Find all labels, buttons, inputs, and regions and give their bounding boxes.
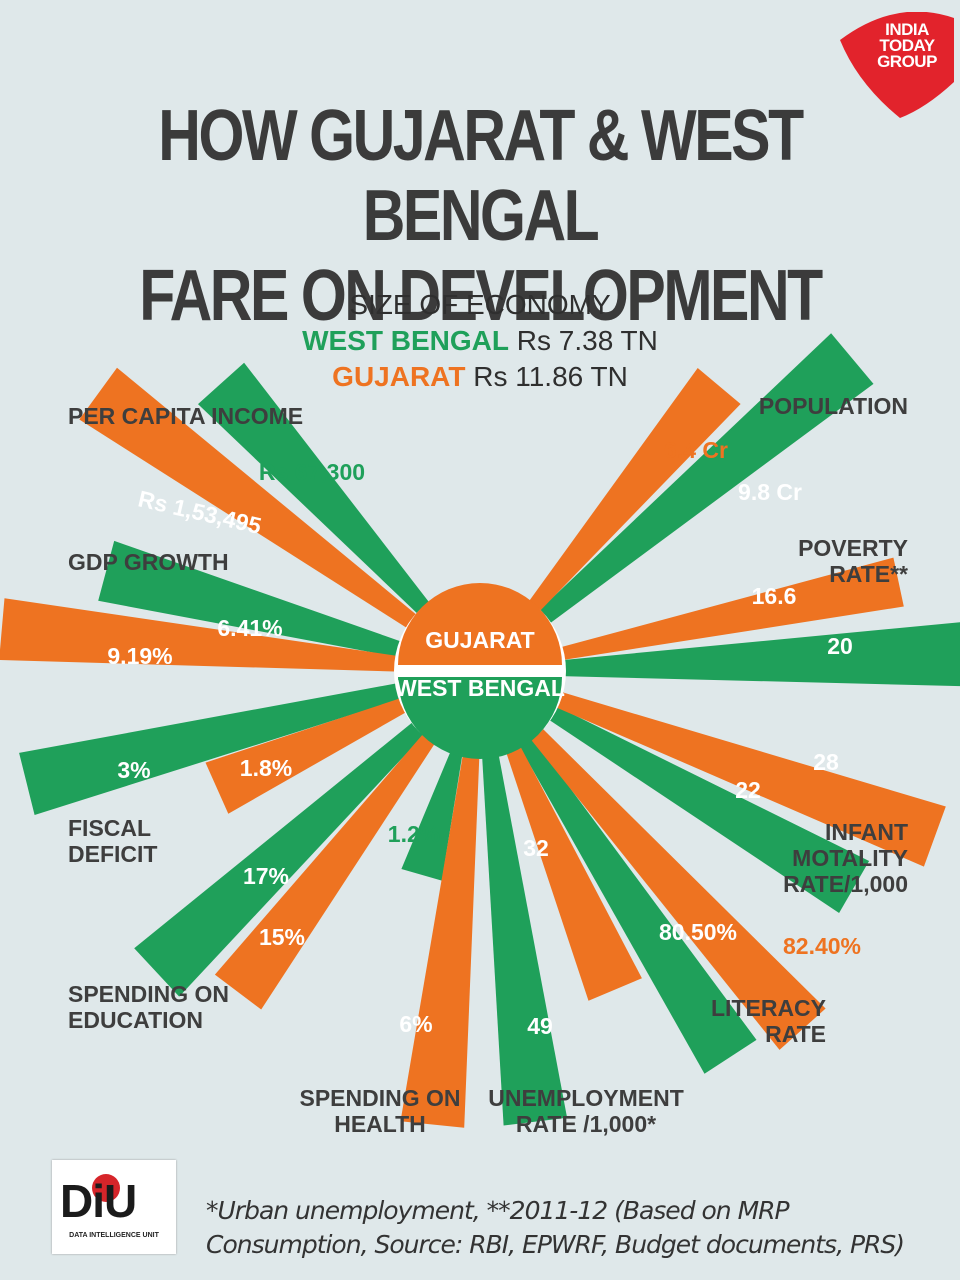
size-gj-label: GUJARAT: [332, 361, 466, 392]
bar-gujarat-3: [214, 727, 440, 1010]
value-label-west-bengal-9: 9.8 Cr: [738, 479, 802, 505]
value-label-west-bengal-2: 3%: [117, 757, 150, 783]
size-wb-value: Rs 7.38 TN: [516, 325, 658, 356]
bar-gujarat-7: [548, 689, 946, 867]
category-label-1: GDP GROWTH: [68, 549, 229, 575]
value-label-gujarat-1: 9.19%: [107, 643, 172, 669]
value-label-gujarat-4: 6%: [399, 1011, 432, 1037]
title-line-1: HOW GUJARAT & WEST BENGAL: [158, 96, 804, 256]
footer-note-line-2: Consumption, Source: RBI, EPWRF, Budget …: [206, 1230, 905, 1259]
size-wb-label: WEST BENGAL: [302, 325, 509, 356]
diu-logo-subtitle: DATA INTELLIGENCE UNIT: [69, 1232, 159, 1239]
value-label-west-bengal-8: 20: [827, 633, 853, 659]
diu-logo: DiU DATA INTELLIGENCE UNIT: [52, 1160, 176, 1254]
bar-gujarat-0: [79, 367, 424, 633]
value-label-gujarat-7: 28: [813, 749, 839, 775]
category-label-4: SPENDING ON HEALTH: [299, 1085, 460, 1137]
bar-west-bengal-7: [542, 702, 870, 913]
bar-gujarat-8: [553, 557, 904, 662]
value-label-west-bengal-5: 49: [527, 1013, 553, 1039]
bar-west-bengal-1: [98, 540, 409, 659]
value-label-west-bengal-1: 6.41%: [217, 615, 282, 641]
bar-west-bengal-3: [134, 717, 430, 997]
diu-logo-dot: [92, 1174, 120, 1202]
bar-gujarat-2: [205, 695, 414, 814]
chart-bars: [0, 333, 960, 1128]
size-gj-value: Rs 11.86 TN: [473, 361, 628, 392]
value-label-gujarat-2: 1.8%: [240, 755, 292, 781]
category-label-8: POVERTY RATE**: [798, 535, 908, 587]
center-gujarat-half: [398, 583, 562, 665]
bar-gujarat-5: [503, 738, 642, 1001]
title-line-2: FARE ON DEVELOPMENT: [139, 256, 823, 336]
value-label-gujarat-3: 15%: [259, 924, 305, 950]
category-label-3: SPENDING ON EDUCATION: [68, 981, 229, 1033]
footer-note-line-1: *Urban unemployment, **2011-12 (Based on…: [206, 1196, 790, 1225]
bar-gujarat-9: [523, 368, 741, 618]
center-west-bengal-label: WEST BENGAL: [395, 675, 565, 701]
bar-gujarat-4: [400, 745, 480, 1128]
category-label-5: UNEMPLOYMENT RATE /1,000*: [488, 1085, 684, 1137]
category-label-6: LITERACY RATE: [711, 995, 826, 1047]
value-label-gujarat-9: 6.4 Cr: [664, 437, 728, 463]
bar-west-bengal-0: [198, 362, 435, 620]
category-label-7: INFANT MOTALITY RATE/1,000: [783, 819, 908, 897]
category-label-9: POPULATION: [759, 393, 908, 419]
value-label-gujarat-8: 16.6: [752, 583, 797, 609]
value-label-west-bengal-6: 80.50%: [659, 919, 737, 945]
diu-logo-text: DiU: [60, 1175, 137, 1227]
india-today-logo: [840, 12, 954, 118]
india-today-logo-text: INDIA TODAY GROUP: [877, 20, 937, 71]
bar-west-bengal-9: [533, 333, 874, 629]
value-label-gujarat-6: 82.40%: [783, 933, 861, 959]
value-label-west-bengal-7: 22: [735, 777, 761, 803]
bar-west-bengal-2: [19, 681, 409, 815]
value-label-west-bengal-4: 1.2%: [388, 821, 440, 847]
center-gujarat-label: GUJARAT: [425, 627, 534, 653]
bar-west-bengal-8: [555, 622, 960, 687]
size-of-economy: SIZE OF ECONOMY WEST BENGAL Rs 7.38 TN G…: [0, 287, 960, 395]
value-label-gujarat-5: 32: [523, 835, 549, 861]
bar-west-bengal-6: [515, 730, 757, 1074]
category-label-0: PER CAPITA INCOME: [68, 403, 303, 429]
page-title: HOW GUJARAT & WEST BENGAL FARE ON DEVELO…: [86, 96, 873, 336]
value-label-west-bengal-0: Rs 67,300: [259, 459, 365, 485]
bar-west-bengal-5: [481, 745, 568, 1126]
footer-note: *Urban unemployment, **2011-12 (Based on…: [206, 1194, 946, 1262]
center-west-bengal-half: [398, 677, 562, 759]
size-of-economy-heading: SIZE OF ECONOMY: [349, 289, 611, 320]
value-label-west-bengal-3: 17%: [243, 863, 289, 889]
bar-gujarat-6: [525, 722, 826, 1050]
center-badge: GUJARAT WEST BENGAL: [394, 583, 566, 759]
bar-gujarat-1: [0, 598, 405, 672]
bar-west-bengal-4: [401, 742, 464, 881]
category-label-2: FISCAL DEFICIT: [68, 815, 157, 867]
